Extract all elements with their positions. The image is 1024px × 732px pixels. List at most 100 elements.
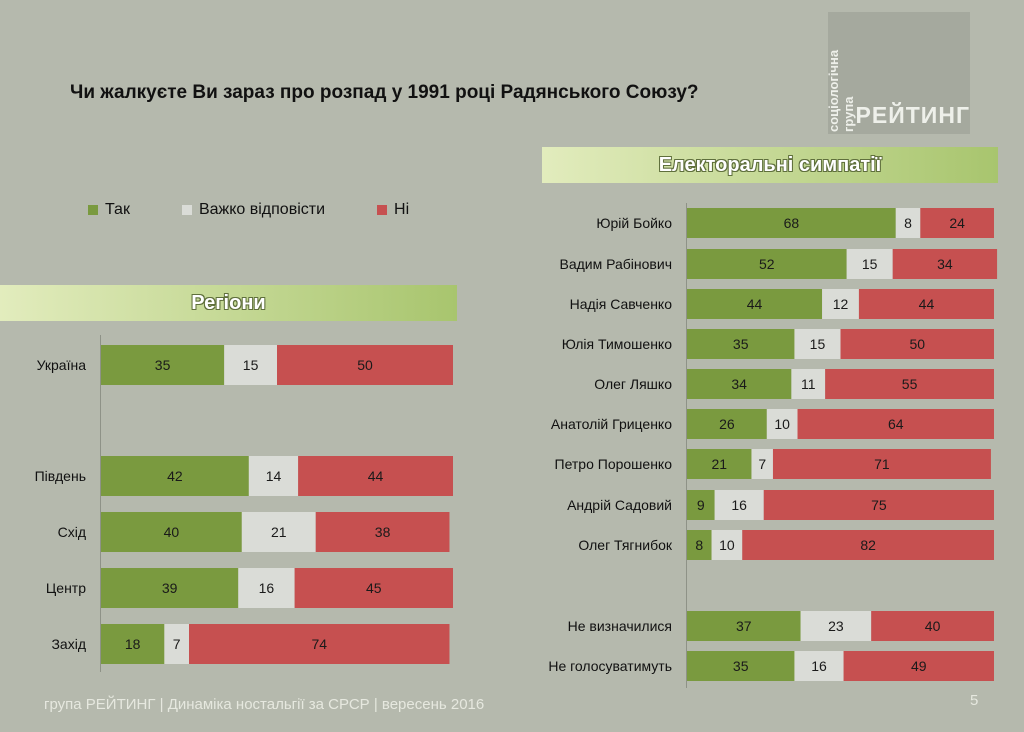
electoral-category-label: Не визначилися	[568, 618, 672, 634]
rating-logo	[828, 12, 970, 134]
regions-bar-label-yes: 18	[125, 636, 141, 652]
electoral-bar-no	[871, 611, 994, 641]
legend-item-yes: Так	[88, 201, 130, 219]
regions-bar-hard	[164, 624, 189, 664]
electoral-category-label: Юлія Тимошенко	[562, 336, 672, 352]
electoral-bar-no	[858, 289, 994, 319]
regions-bar-label-no: 45	[366, 580, 382, 596]
regions-banner: Регіони	[0, 285, 457, 321]
regions-bar-yes	[101, 512, 242, 552]
electoral-bar-hard	[714, 490, 764, 520]
electoral-category-label: Надія Савченко	[570, 296, 673, 312]
regions-bar-hard	[224, 345, 277, 385]
electoral-bar-label-hard: 10	[719, 537, 735, 553]
regions-bar-no	[277, 345, 453, 385]
electoral-category-label: Юрій Бойко	[596, 215, 672, 231]
electoral-category-label: Анатолій Гриценко	[551, 416, 672, 432]
electoral-bar-label-hard: 8	[904, 215, 912, 231]
electoral-bar-label-no: 55	[902, 376, 918, 392]
regions-bar-yes	[101, 345, 225, 385]
electoral-bar-yes	[687, 409, 767, 439]
electoral-bar-label-no: 34	[937, 256, 953, 272]
electoral-bar-label-no: 50	[909, 336, 925, 352]
regions-category-label: Південь	[35, 468, 86, 484]
electoral-bar-yes	[687, 490, 715, 520]
regions-bar-hard	[241, 512, 316, 552]
electoral-bar-hard	[766, 409, 798, 439]
regions-category-label: Схід	[58, 524, 86, 540]
electoral-bar-label-hard: 15	[862, 256, 878, 272]
electoral-bar-no	[797, 409, 994, 439]
electoral-bar-hard	[794, 329, 841, 359]
electoral-bar-yes	[687, 289, 823, 319]
electoral-bar-no	[920, 208, 994, 238]
regions-bar-hard	[238, 568, 295, 608]
regions-bar-label-yes: 35	[155, 357, 171, 373]
electoral-bar-hard	[895, 208, 921, 238]
electoral-bar-label-hard: 16	[731, 497, 747, 513]
electoral-bar-yes	[687, 651, 795, 681]
electoral-bar-label-no: 71	[874, 456, 890, 472]
regions-bar-label-hard: 7	[173, 636, 181, 652]
electoral-bar-label-hard: 7	[758, 456, 766, 472]
electoral-bar-label-hard: 23	[828, 618, 844, 634]
electoral-bar-no	[763, 490, 994, 520]
electoral-bar-label-no: 44	[919, 296, 935, 312]
electoral-bar-hard	[794, 651, 844, 681]
electoral-bar-hard	[800, 611, 872, 641]
electoral-bar-hard	[711, 530, 743, 560]
legend-label-no: Ні	[394, 201, 410, 218]
electoral-bar-label-yes: 52	[759, 256, 775, 272]
regions-bar-label-no: 50	[357, 357, 373, 373]
electoral-bar-no	[843, 651, 994, 681]
regions-bar-label-no: 38	[375, 524, 391, 540]
legend-swatch-hard	[181, 205, 192, 215]
regions-bar-label-hard: 16	[259, 580, 275, 596]
electoral-bar-no	[892, 249, 998, 279]
legend-label-hard: Важко відповісти	[198, 201, 326, 218]
logo-title: РЕЙТИНГ	[855, 102, 970, 128]
electoral-bar-no	[825, 369, 994, 399]
electoral-bar-label-yes: 21	[711, 456, 727, 472]
regions-bar-no	[315, 512, 450, 552]
electoral-bar-label-hard: 16	[811, 658, 827, 674]
electoral-bar-label-yes: 8	[695, 537, 703, 553]
electoral-bar-label-hard: 10	[774, 416, 790, 432]
page-title: Чи жалкуєте Ви зараз про розпад у 1991 р…	[70, 82, 699, 103]
electoral-bar-yes	[687, 530, 712, 560]
electoral-bar-yes	[687, 208, 896, 238]
regions-bar-label-hard: 21	[271, 524, 287, 540]
electoral-bar-label-no: 75	[871, 497, 887, 513]
regions-bar-no	[189, 624, 450, 664]
electoral-bar-label-hard: 15	[810, 336, 826, 352]
page-number: 5	[970, 692, 979, 709]
regions-bar-no	[298, 456, 453, 496]
electoral-bar-label-hard: 11	[801, 376, 816, 392]
legend-label-yes: Так	[105, 201, 130, 218]
electoral-banner: Електоральні симпатії	[542, 147, 998, 183]
legend: Так Важко відповісти Ні	[88, 200, 409, 220]
electoral-category-label: Олег Ляшко	[594, 376, 672, 392]
electoral-category-label: Андрій Садовий	[567, 497, 672, 513]
electoral-bar-yes	[687, 329, 795, 359]
regions-bar-label-yes: 39	[162, 580, 178, 596]
electoral-bar-yes	[687, 611, 801, 641]
electoral-bar-label-yes: 26	[719, 416, 735, 432]
electoral-bar-label-yes: 34	[731, 376, 747, 392]
footer-text: група РЕЙТИНГ | Динаміка ностальгії за С…	[44, 696, 485, 713]
electoral-bar-hard	[822, 289, 859, 319]
electoral-bar-hard	[751, 449, 773, 479]
electoral-category-label: Олег Тягнибок	[578, 537, 672, 553]
electoral-category-label: Петро Порошенко	[555, 456, 673, 472]
electoral-bar-yes	[687, 369, 792, 399]
regions-category-label: Захід	[51, 636, 86, 652]
regions-bar-label-yes: 42	[167, 468, 183, 484]
electoral-bar-no	[742, 530, 994, 560]
regions-bar-yes	[101, 456, 249, 496]
legend-swatch-no	[377, 205, 388, 215]
regions-bar-label-no: 44	[368, 468, 384, 484]
regions-category-label: Центр	[46, 580, 86, 596]
electoral-category-label: Не голосуватимуть	[548, 658, 672, 674]
electoral-bar-label-no: 24	[949, 215, 965, 231]
